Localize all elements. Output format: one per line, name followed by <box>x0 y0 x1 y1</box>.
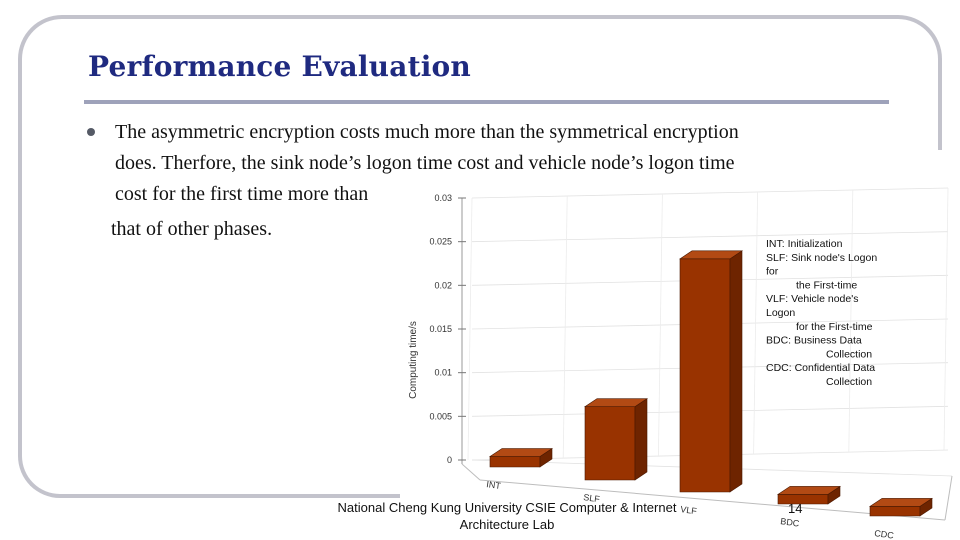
bullet-line-4: that of other phases. <box>111 218 273 240</box>
category-label-slf: SLF <box>583 492 601 504</box>
slide-frame-right <box>938 60 942 150</box>
grid-line <box>848 189 854 453</box>
grid-line <box>471 187 949 199</box>
grid-line <box>562 195 568 459</box>
bar-front <box>869 506 921 517</box>
legend-line-1: INT: Initialization <box>766 238 843 250</box>
footer: National Cheng Kung University CSIE Comp… <box>322 499 692 533</box>
bar-front <box>777 494 829 505</box>
bar-chart: 0 0.005 0.01 0.015 0.02 0.025 0.03 INT SLF VLF BD… <box>400 180 960 540</box>
chart-bars <box>489 250 933 517</box>
y-tick-label: 0 <box>447 455 452 465</box>
bar-top <box>679 250 743 260</box>
bar-slf <box>584 398 648 481</box>
bar-top <box>869 498 933 507</box>
bar-cdc <box>869 497 933 517</box>
category-label-vlf: VLF <box>680 504 698 516</box>
legend-line-10: CDC: Confidential Data <box>766 362 875 374</box>
legend-line-3: for <box>766 266 779 278</box>
grid-line <box>943 187 949 451</box>
legend-line-5: VLF: Vehicle node's <box>766 293 858 305</box>
legend-line-2: SLF: Sink node's Logon <box>766 252 877 264</box>
legend-line-8: BDC: Business Data <box>766 335 862 347</box>
chart-category-labels: INT SLF VLF BDC CDC <box>486 479 895 540</box>
y-tick-label: 0.005 <box>429 411 452 421</box>
y-tick-label: 0.025 <box>429 237 452 247</box>
y-axis-label: Computing time/s <box>408 321 419 399</box>
bar-vlf <box>679 250 743 493</box>
slide-frame-left <box>18 60 488 498</box>
grid-line <box>467 197 473 461</box>
grid-line <box>658 193 663 457</box>
legend-line-4: the First-time <box>796 279 857 291</box>
category-label-bdc: BDC <box>780 516 801 529</box>
footer-line-2: Architecture Lab <box>459 517 555 532</box>
bar-side <box>634 398 648 481</box>
footer-line-1: National Cheng Kung University CSIE Comp… <box>337 500 677 515</box>
page-number: 14 <box>788 501 803 516</box>
y-tick-label: 0.015 <box>429 324 452 334</box>
floor-edge <box>479 479 946 521</box>
floor-edge <box>461 463 481 481</box>
bullet-line-1: The asymmetric encryption costs much mor… <box>115 121 739 143</box>
y-tick-label: 0.03 <box>434 193 452 203</box>
bullet-line-2: does. Therfore, the sink node’s logon ti… <box>115 152 735 174</box>
legend-line-9: Collection <box>826 348 872 360</box>
bullet-text: The asymmetric encryption costs much mor… <box>111 117 885 245</box>
legend-line-7: for the First-time <box>796 321 873 333</box>
bar-bdc <box>777 485 841 505</box>
y-tick-label: 0.02 <box>434 280 452 290</box>
legend-line-6: Logon <box>766 307 795 319</box>
grid-line <box>471 231 949 243</box>
chart-legend: INT: Initialization SLF: Sink node's Logo… <box>766 238 877 388</box>
bar-front <box>489 456 541 468</box>
legend-line-11: Collection <box>826 376 872 388</box>
category-label-int: INT <box>486 479 502 491</box>
bar-side <box>729 250 743 493</box>
grid-line <box>753 191 758 455</box>
bar-top <box>777 486 841 495</box>
floor-edge <box>944 475 953 521</box>
bar-top <box>584 398 648 407</box>
bullet-line-3: cost for the first time more than <box>115 183 369 205</box>
bar-front <box>584 406 636 481</box>
bar-front <box>679 258 731 493</box>
y-tick-label: 0.01 <box>434 368 452 378</box>
bullet-icon <box>87 128 95 136</box>
chart-ticks: 0 0.005 0.01 0.015 0.02 0.025 0.03 <box>429 193 466 465</box>
category-label-cdc: CDC <box>874 528 895 540</box>
title-underline <box>84 100 889 104</box>
bar-top <box>489 448 553 457</box>
bar-int <box>489 447 553 468</box>
slide-title: Performance Evaluation <box>88 50 471 83</box>
